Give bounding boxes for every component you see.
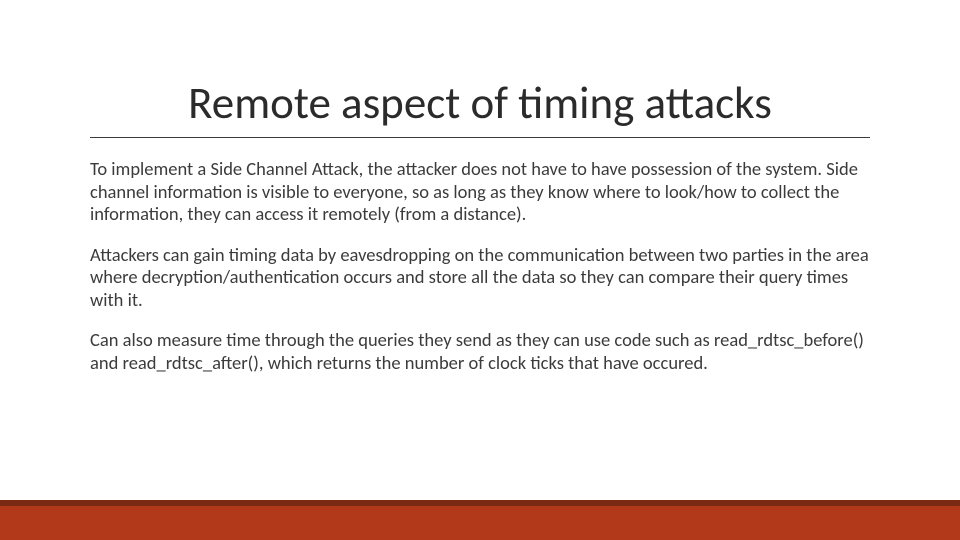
slide-title: Remote aspect of timing attacks	[90, 76, 870, 137]
paragraph: To implement a Side Channel Attack, the …	[90, 158, 870, 226]
slide: Remote aspect of timing attacks To imple…	[0, 0, 960, 540]
paragraph: Can also measure time through the querie…	[90, 329, 870, 374]
title-underline	[90, 137, 870, 138]
body-text: To implement a Side Channel Attack, the …	[90, 158, 870, 393]
title-block: Remote aspect of timing attacks	[90, 76, 870, 138]
footer-bar	[0, 506, 960, 540]
paragraph: Attackers can gain timing data by eavesd…	[90, 244, 870, 312]
